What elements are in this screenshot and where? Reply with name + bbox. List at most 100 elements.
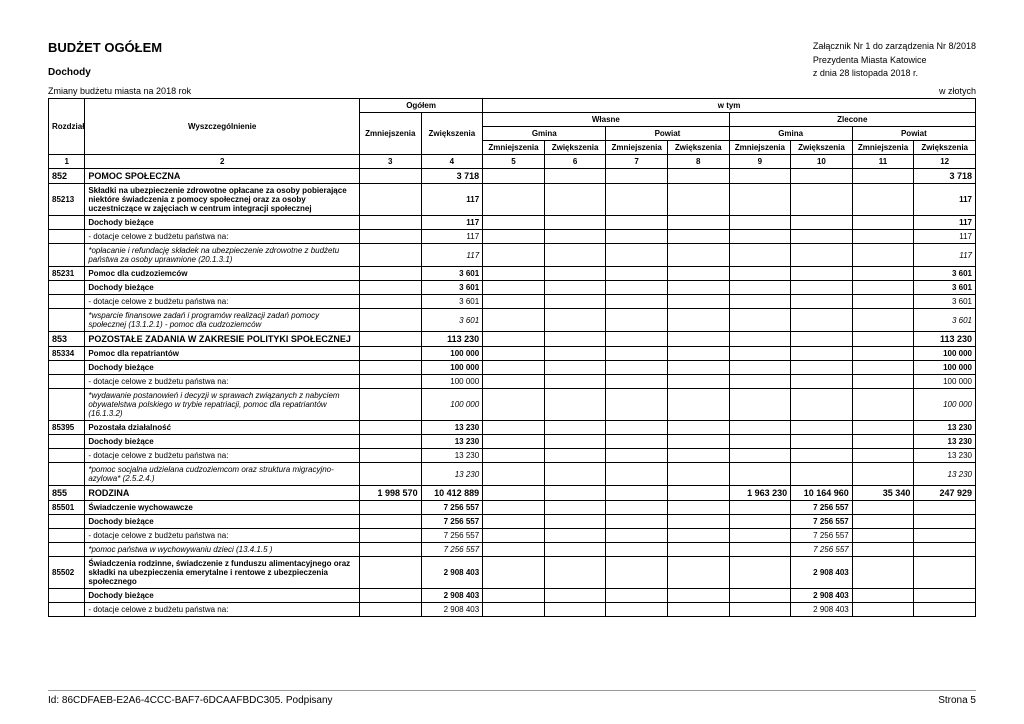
cell-value	[852, 281, 914, 295]
cell-value: 7 256 557	[791, 543, 853, 557]
col-zmn: Zmniejszenia	[483, 141, 545, 155]
cell-rozdzial	[49, 589, 85, 603]
cell-value	[729, 501, 791, 515]
cell-value	[483, 557, 545, 589]
cell-rozdzial	[49, 244, 85, 267]
cell-value	[667, 216, 729, 230]
table-row: 85501Świadczenie wychowawcze7 256 5577 2…	[49, 501, 976, 515]
cell-value	[483, 169, 545, 184]
cell-value	[483, 501, 545, 515]
cell-value	[667, 230, 729, 244]
cell-rozdzial	[49, 281, 85, 295]
cell-value: 13 230	[421, 421, 483, 435]
cell-value	[359, 295, 421, 309]
cell-rozdzial: 85231	[49, 267, 85, 281]
cell-value: 117	[421, 216, 483, 230]
cell-value	[914, 557, 976, 589]
cell-value	[852, 603, 914, 617]
cell-value: 100 000	[421, 375, 483, 389]
table-row: Dochody bieżące7 256 5577 256 557	[49, 515, 976, 529]
cell-value	[483, 449, 545, 463]
cell-value	[483, 281, 545, 295]
cell-value	[667, 309, 729, 332]
cell-value	[791, 230, 853, 244]
cell-rozdzial: 85213	[49, 184, 85, 216]
cell-value: 2 908 403	[791, 603, 853, 617]
cell-rozdzial	[49, 230, 85, 244]
cell-wysz: *opłacanie i refundację składek na ubezp…	[85, 244, 360, 267]
cell-value: 247 929	[914, 486, 976, 501]
cell-value: 3 718	[421, 169, 483, 184]
col-zwi: Zwiększenia	[667, 141, 729, 155]
cell-value: 117	[914, 184, 976, 216]
cell-value	[667, 543, 729, 557]
cell-value	[852, 361, 914, 375]
cell-value	[359, 184, 421, 216]
cell-value: 3 601	[914, 281, 976, 295]
cell-wysz: - dotacje celowe z budżetu państwa na:	[85, 529, 360, 543]
cell-rozdzial	[49, 463, 85, 486]
cell-value	[729, 389, 791, 421]
cell-wysz: POMOC SPOŁECZNA	[85, 169, 360, 184]
cell-value: 117	[914, 230, 976, 244]
cell-value: 7 256 557	[791, 515, 853, 529]
cell-value	[606, 375, 668, 389]
col-gmina: Gmina	[483, 127, 606, 141]
cell-value: 3 601	[421, 295, 483, 309]
cell-value	[359, 501, 421, 515]
cell-rozdzial	[49, 449, 85, 463]
cell-wysz: - dotacje celowe z budżetu państwa na:	[85, 449, 360, 463]
col-number: 5	[483, 155, 545, 169]
cell-value	[606, 529, 668, 543]
cell-value	[667, 332, 729, 347]
cell-rozdzial	[49, 375, 85, 389]
cell-value: 7 256 557	[421, 529, 483, 543]
cell-value: 100 000	[421, 361, 483, 375]
cell-wysz: Dochody bieżące	[85, 361, 360, 375]
cell-rozdzial: 85502	[49, 557, 85, 589]
cell-value	[359, 267, 421, 281]
cell-value	[483, 332, 545, 347]
cell-value	[729, 529, 791, 543]
cell-value	[729, 603, 791, 617]
col-zwi: Zwiększenia	[914, 141, 976, 155]
cell-value	[791, 347, 853, 361]
table-row: Dochody bieżące2 908 4032 908 403	[49, 589, 976, 603]
cell-wysz: - dotacje celowe z budżetu państwa na:	[85, 295, 360, 309]
cell-value	[359, 361, 421, 375]
cell-value	[852, 184, 914, 216]
cell-value	[483, 421, 545, 435]
cell-value	[606, 216, 668, 230]
cell-wysz: Dochody bieżące	[85, 216, 360, 230]
cell-value	[852, 169, 914, 184]
cell-value	[483, 309, 545, 332]
cell-value: 13 230	[421, 435, 483, 449]
attachment-line: Prezydenta Miasta Katowice	[813, 54, 976, 68]
cell-value	[544, 529, 606, 543]
cell-value	[667, 486, 729, 501]
cell-value	[544, 309, 606, 332]
footer-id: Id: 86CDFAEB-E2A6-4CCC-BAF7-6DCAAFBDC305…	[48, 695, 333, 706]
cell-value	[914, 529, 976, 543]
cell-value	[667, 515, 729, 529]
cell-value	[606, 449, 668, 463]
cell-value	[729, 184, 791, 216]
cell-value	[483, 267, 545, 281]
cell-value	[606, 184, 668, 216]
table-head: Rozdział Wyszczególnienie Ogółem w tym Z…	[49, 99, 976, 155]
cell-wysz: *pomoc socjalna udzielana cudzoziemcom o…	[85, 463, 360, 486]
cell-value: 13 230	[421, 463, 483, 486]
cell-rozdzial	[49, 435, 85, 449]
cell-value: 3 601	[421, 281, 483, 295]
budget-table: Rozdział Wyszczególnienie Ogółem w tym Z…	[48, 98, 976, 617]
col-rozdzial: Rozdział	[49, 99, 85, 155]
cell-rozdzial	[49, 361, 85, 375]
table-row: *wsparcie finansowe zadań i programów re…	[49, 309, 976, 332]
cell-value	[359, 449, 421, 463]
cell-value	[791, 463, 853, 486]
cell-value	[544, 267, 606, 281]
cell-value: 10 164 960	[791, 486, 853, 501]
cell-value: 3 601	[914, 309, 976, 332]
cell-value	[359, 309, 421, 332]
cell-value	[729, 449, 791, 463]
